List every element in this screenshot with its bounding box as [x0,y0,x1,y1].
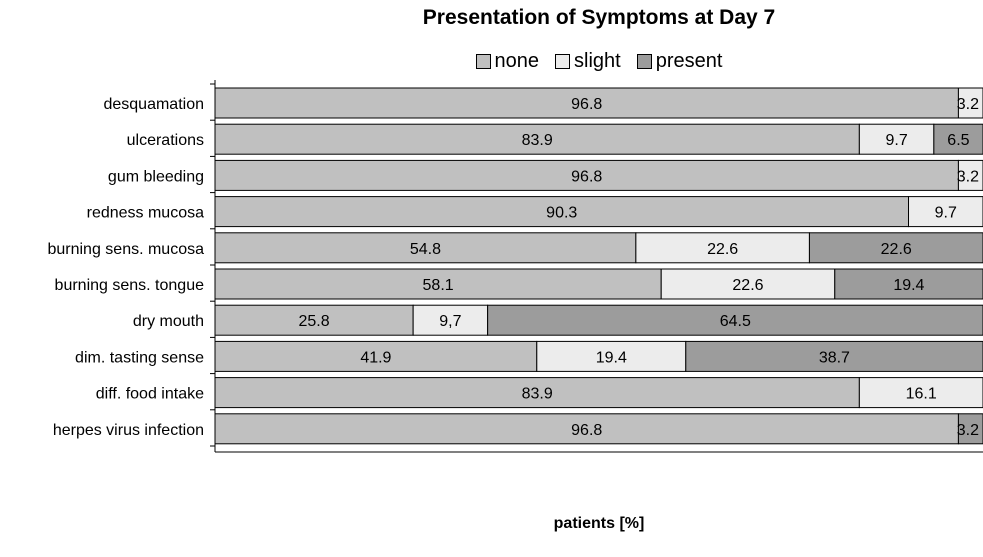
bar-present-herpes-virus-infection [957,413,983,445]
legend-label-none: none [494,50,540,72]
y-tick-label-ulcerations: ulcerations [127,132,204,149]
data-label-slight-burning-sens-mucosa: 22.6 [707,241,738,258]
legend-item-present: present [636,50,723,73]
legend-swatch-slight [555,54,571,69]
bar-present-burning-sens-tongue [834,268,983,300]
data-label-slight-diff-food-intake: 16.1 [906,386,937,403]
bar-none-ulcerations [214,123,860,155]
data-label-present-burning-sens-mucosa: 22.6 [881,241,912,258]
bar-present-dry-mouth [487,304,983,336]
data-label-slight-burning-sens-tongue: 22.6 [732,277,763,294]
bar-none-desquamation [214,87,959,119]
data-label-present-burning-sens-tongue: 19.4 [893,277,924,294]
bar-none-herpes-virus-infection [214,413,959,445]
data-label-slight-ulcerations: 9.7 [885,132,907,149]
data-label-none-diff-food-intake: 83.9 [522,386,553,403]
y-tick-label-diff-food-intake: diff. food intake [96,386,204,403]
data-label-none-herpes-virus-infection: 96.8 [571,422,602,439]
legend-label-slight: slight [574,50,621,72]
y-tick-label-dim-tasting-sense: dim. tasting sense [75,349,204,366]
data-label-slight-redness-mucosa: 9.7 [935,205,957,222]
y-tick-label-gum-bleeding: gum bleeding [108,168,204,185]
legend-label-present: present [655,50,723,72]
data-label-none-ulcerations: 83.9 [522,132,553,149]
bar-none-diff-food-intake [214,377,860,409]
bar-none-burning-sens-mucosa [214,232,637,264]
x-axis-label: patients [%] [553,515,645,532]
bar-none-burning-sens-tongue [214,268,662,300]
data-label-slight-dim-tasting-sense: 19.4 [596,349,627,366]
legend-swatch-none [475,54,491,69]
data-label-present-ulcerations: 6.5 [947,132,969,149]
data-label-none-gum-bleeding: 96.8 [571,168,602,185]
bar-slight-gum-bleeding [957,159,983,191]
bar-none-gum-bleeding [214,159,959,191]
bar-slight-diff-food-intake [858,377,983,409]
bar-none-dry-mouth [214,304,414,336]
legend-swatch-present [636,54,652,69]
data-label-none-burning-sens-tongue: 58.1 [423,277,454,294]
data-label-slight-dry-mouth: 9,7 [439,313,461,330]
bar-present-dim-tasting-sense [685,340,983,372]
data-label-present-dry-mouth: 64.5 [720,313,751,330]
data-label-present-dim-tasting-sense: 38.7 [819,349,850,366]
bar-none-redness-mucosa [214,196,910,228]
bar-slight-desquamation [957,87,983,119]
bar-present-ulcerations [933,123,983,155]
data-label-slight-desquamation: 3.2 [957,96,979,113]
legend-item-none: none [475,50,540,73]
data-label-none-burning-sens-mucosa: 54.8 [410,241,441,258]
bar-present-burning-sens-mucosa [808,232,983,264]
bar-slight-redness-mucosa [908,196,983,228]
data-label-none-redness-mucosa: 90.3 [546,205,577,222]
data-label-slight-gum-bleeding: 3.2 [957,168,979,185]
chart-title: Presentation of Symptoms at Day 7 [422,6,776,29]
y-tick-label-burning-sens-mucosa: burning sens. mucosa [47,241,204,258]
legend-item-slight: slight [555,50,621,73]
bar-slight-dim-tasting-sense [536,340,687,372]
data-label-none-dry-mouth: 25.8 [299,313,330,330]
bar-slight-ulcerations [858,123,935,155]
data-label-none-dim-tasting-sense: 41.9 [360,349,391,366]
y-tick-label-dry-mouth: dry mouth [133,313,204,330]
data-label-none-desquamation: 96.8 [571,96,602,113]
y-tick-label-burning-sens-tongue: burning sens. tongue [55,277,205,294]
y-tick-label-desquamation: desquamation [103,96,204,113]
data-label-present-herpes-virus-infection: 3.2 [957,422,979,439]
legend: none slight present [215,50,983,73]
bar-slight-burning-sens-tongue [660,268,836,300]
bar-none-dim-tasting-sense [214,340,538,372]
y-tick-label-redness-mucosa: redness mucosa [87,205,204,222]
y-tick-label-herpes-virus-infection: herpes virus infection [53,422,204,439]
